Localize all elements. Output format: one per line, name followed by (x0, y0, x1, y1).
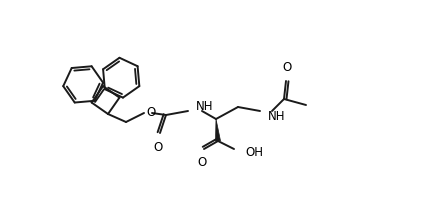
Polygon shape (216, 119, 220, 141)
Text: NH: NH (196, 99, 214, 113)
Text: NH: NH (268, 110, 286, 124)
Text: O: O (153, 141, 163, 154)
Text: OH: OH (245, 146, 263, 158)
Text: O: O (197, 156, 207, 169)
Text: O: O (146, 105, 155, 119)
Text: O: O (283, 61, 292, 74)
